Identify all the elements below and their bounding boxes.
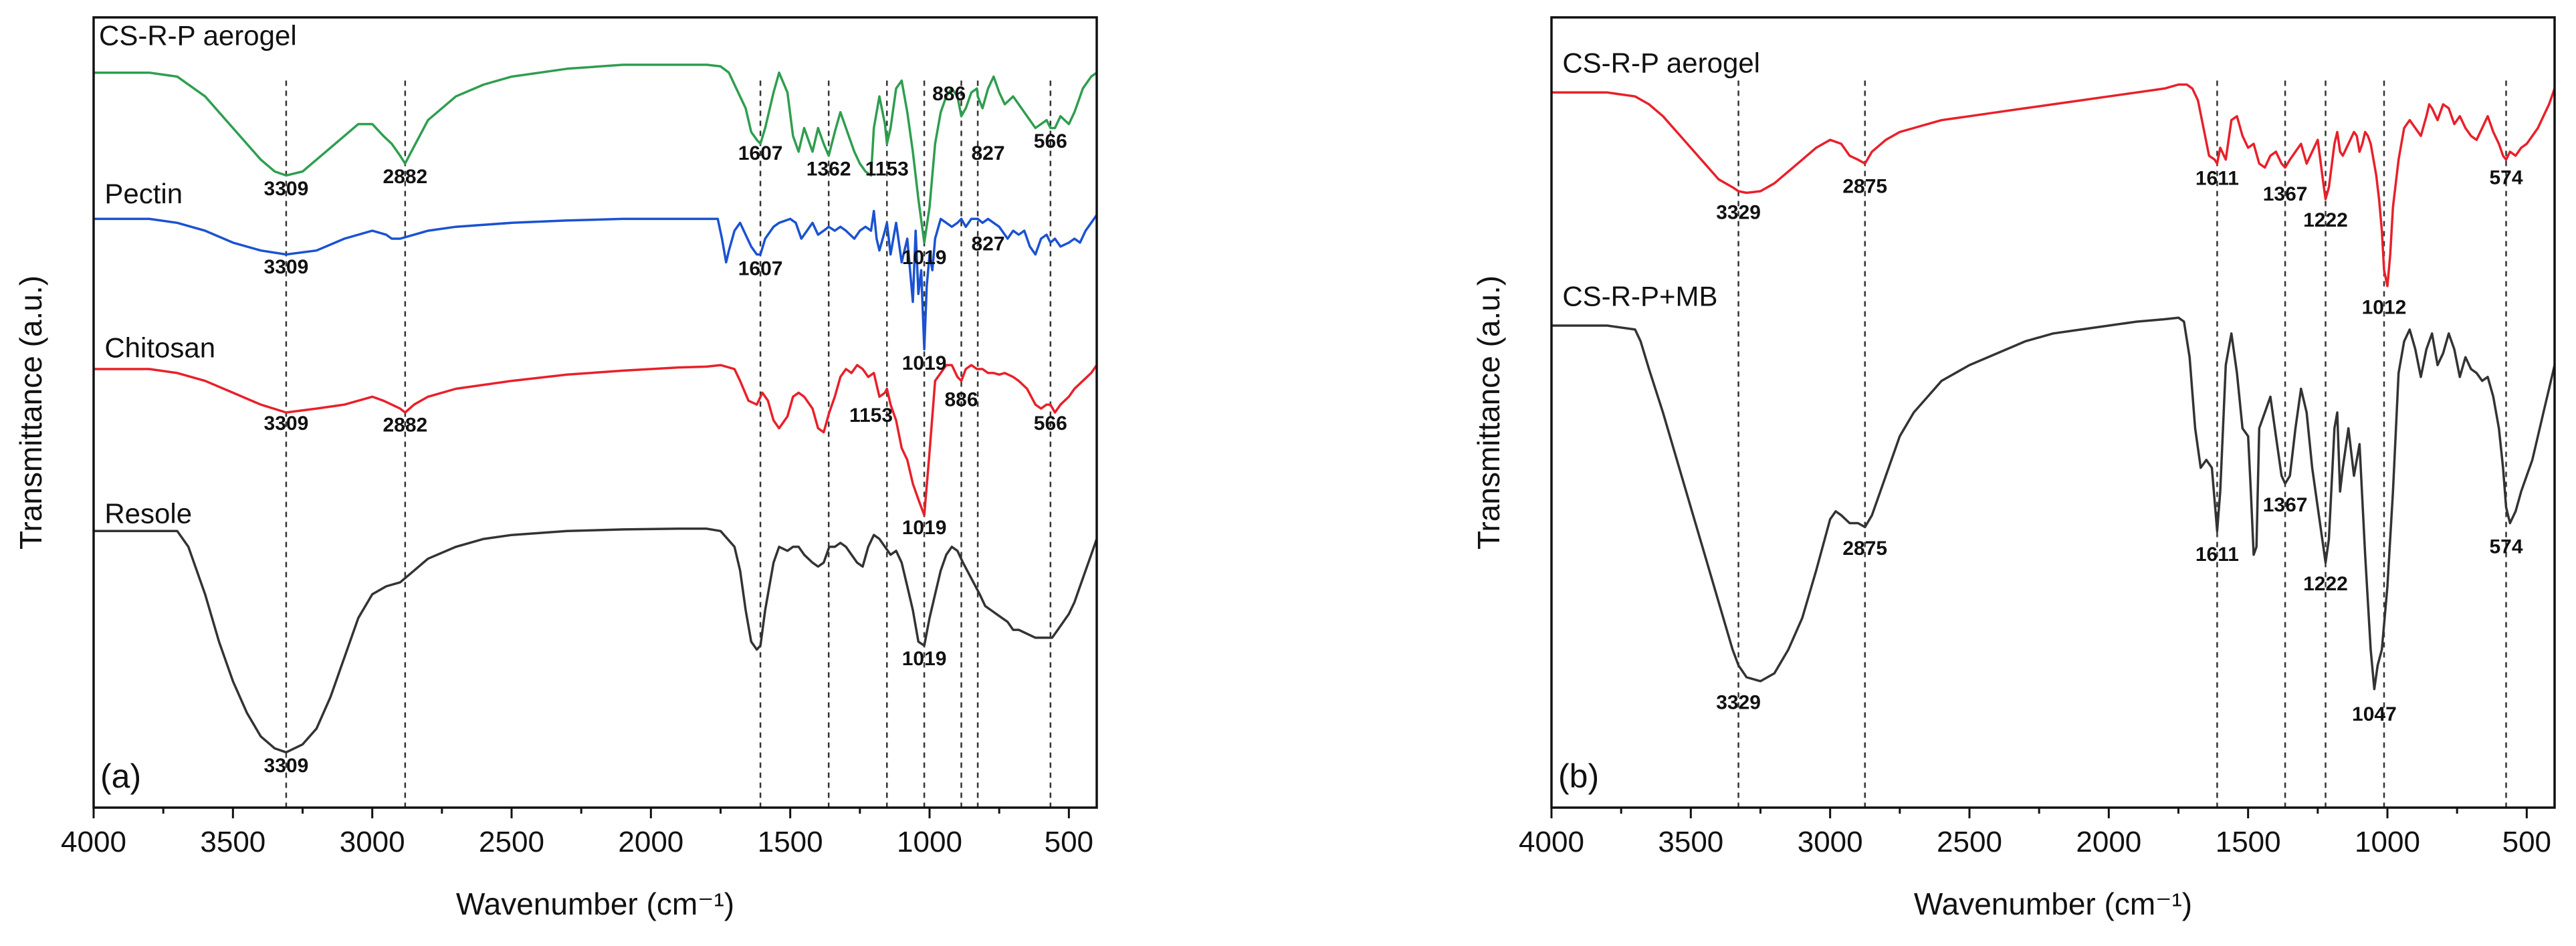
panel-a-reference-lines (285, 80, 1052, 808)
panel-b-x-tick-label-1500: 1500 (2216, 826, 2281, 858)
panel-a-spectra (94, 64, 1098, 754)
panel-a-x-tick-label-2000: 2000 (618, 826, 683, 858)
panel-b-peak-labels: 3329 2875 1611 1367 1222 574 1012 2875 1611 1367 1… (1716, 166, 2523, 725)
panel-a-x-tick-label-500: 500 (1045, 826, 1093, 858)
panel-a-spectrum-pectin (94, 209, 1098, 351)
panel-a-peak-label-1019-19: 1019 (902, 648, 947, 670)
panel-a-peak-label-3309-20: 3309 (264, 755, 309, 777)
panel-a-series-label-cs-r-p-aerogel: CS-R-P aerogel (99, 19, 297, 51)
panel-a-y-axis-title: Transmittance (a.u.) (13, 275, 48, 550)
panel-a-peak-label-1019-18: 1019 (902, 517, 947, 539)
panel-a-peak-label-1153-15: 1153 (849, 404, 893, 427)
panel-b-peak-label-1222-10: 1222 (2303, 573, 2348, 595)
panel-a-peak-label-886-16: 886 (944, 389, 978, 411)
panel-a-series-label-pectin: Pectin (104, 178, 183, 209)
panel-b-plot-frame (1550, 16, 2556, 809)
panel-a-series-labels: CS-R-P aerogel Pectin Chitosan Resole (99, 19, 297, 529)
panel-a-peak-label-1019-12: 1019 (902, 352, 947, 374)
panel-b-peak-label-1367-3: 1367 (2263, 183, 2308, 205)
panel-b-x-axis: 4000 3500 3000 2500 2000 1500 1000 500 (1519, 808, 2551, 858)
panel-b-x-tick-label-3500: 3500 (1658, 826, 1723, 858)
panel-a-peak-label-1362-3: 1362 (807, 158, 851, 180)
panel-a-spectrum-cs-r-p-aerogel (94, 64, 1098, 244)
panel-b-peak-label-574-11: 574 (2489, 536, 2523, 558)
panel-b-spectrum-cs-r-p-aerogel (1551, 83, 2556, 287)
panel-b-peak-label-1611-8: 1611 (2195, 544, 2239, 566)
panel-b-peak-label-574-5: 574 (2489, 166, 2523, 189)
panel-a-x-tick-label-3000: 3000 (340, 826, 405, 858)
panel-b-peak-label-1012-6: 1012 (2362, 296, 2407, 318)
panel-b-series-label-cs-r-p-mb: CS-R-P+MB (1562, 280, 1717, 312)
panel-a-letter: (a) (100, 757, 141, 795)
panel-a-x-tick-label-4000: 4000 (61, 826, 126, 858)
panel-a-peak-label-1607-10: 1607 (738, 257, 783, 279)
panel-b-peak-label-2875-7: 2875 (1842, 538, 1887, 560)
panel-a-peak-label-1607-2: 1607 (738, 142, 783, 164)
panel-b-reference-lines (1737, 80, 2507, 808)
panel-b-y-axis-title: Transmittance (a.u.) (1471, 275, 1506, 550)
panel-a-series-label-resole: Resole (104, 497, 192, 529)
panel-b-x-tick-label-4000: 4000 (1519, 826, 1584, 858)
panel-b-peak-label-3329-12: 3329 (1716, 691, 1761, 713)
panel-b-letter: (b) (1558, 757, 1599, 795)
panel-a-x-axis-title: Wavenumber (cm⁻¹) (456, 886, 734, 921)
panel-b-series-label-cs-r-p-aerogel: CS-R-P aerogel (1562, 47, 1760, 79)
panel-b-peak-label-1611-2: 1611 (2195, 168, 2239, 190)
panel-a-peak-label-566-7: 566 (1034, 130, 1067, 152)
panel-a-x-axis: 4000 3500 3000 2500 2000 1500 1000 500 (61, 808, 1093, 858)
panel-b-peak-label-1222-4: 1222 (2303, 209, 2348, 231)
panel-b-series-labels: CS-R-P aerogel CS-R-P+MB (1562, 47, 1760, 312)
panel-b-x-axis-title: Wavenumber (cm⁻¹) (1914, 886, 2192, 921)
panel-a-peak-label-3309-0: 3309 (264, 178, 309, 200)
panel-a-peak-label-2882-14: 2882 (383, 414, 427, 436)
panel-a-peak-label-3309-13: 3309 (264, 412, 309, 435)
panel-b-peak-label-3329-0: 3329 (1716, 201, 1761, 223)
panel-b-x-tick-label-3000: 3000 (1798, 826, 1863, 858)
panel-a-peak-label-827-11: 827 (971, 233, 1004, 255)
panel-a-chart: CS-R-P aerogel Pectin Chitosan Resole 3309 2… (13, 16, 1098, 921)
panel-b-x-tick-label-500: 500 (2502, 826, 2551, 858)
panel-a-peak-label-3309-9: 3309 (264, 256, 309, 278)
panel-a-peak-label-827-6: 827 (971, 142, 1004, 164)
panel-a-x-tick-label-1500: 1500 (758, 826, 823, 858)
panel-b-peak-label-1047-13: 1047 (2352, 703, 2397, 725)
panel-a-peak-label-1153-4: 1153 (865, 158, 909, 180)
panel-a-spectrum-chitosan (94, 364, 1098, 517)
panel-a-peak-label-566-17: 566 (1034, 412, 1067, 435)
panel-a-plot-frame (92, 16, 1098, 809)
panel-b-peak-label-2875-1: 2875 (1842, 175, 1887, 197)
panel-a-peak-labels: 3309 2882 1607 1362 1153 886 827 566 1019 3309 160… (264, 83, 1067, 777)
panel-b-spectra (1551, 83, 2556, 691)
panel-b-peak-label-1367-9: 1367 (2263, 494, 2308, 516)
panel-a-x-tick-label-3500: 3500 (200, 826, 265, 858)
panel-b-spectrum-cs-r-p-mb (1551, 316, 2556, 691)
panel-b-x-tick-label-2000: 2000 (2076, 826, 2141, 858)
panel-b-x-tick-label-1000: 1000 (2355, 826, 2420, 858)
panel-a-peak-label-886-5: 886 (932, 83, 966, 105)
panel-b-x-tick-label-2500: 2500 (1937, 826, 2002, 858)
panel-a-spectrum-resole (94, 527, 1098, 754)
panel-a-peak-label-2882-1: 2882 (383, 166, 427, 188)
panel-a-peak-label-1019-8: 1019 (902, 247, 947, 269)
panel-a-series-label-chitosan: Chitosan (104, 332, 215, 363)
panel-a-x-tick-label-2500: 2500 (479, 826, 544, 858)
panel-b-chart: CS-R-P aerogel CS-R-P+MB 3329 2875 1611 1367… (1471, 16, 2556, 921)
panel-a-x-tick-label-1000: 1000 (897, 826, 962, 858)
